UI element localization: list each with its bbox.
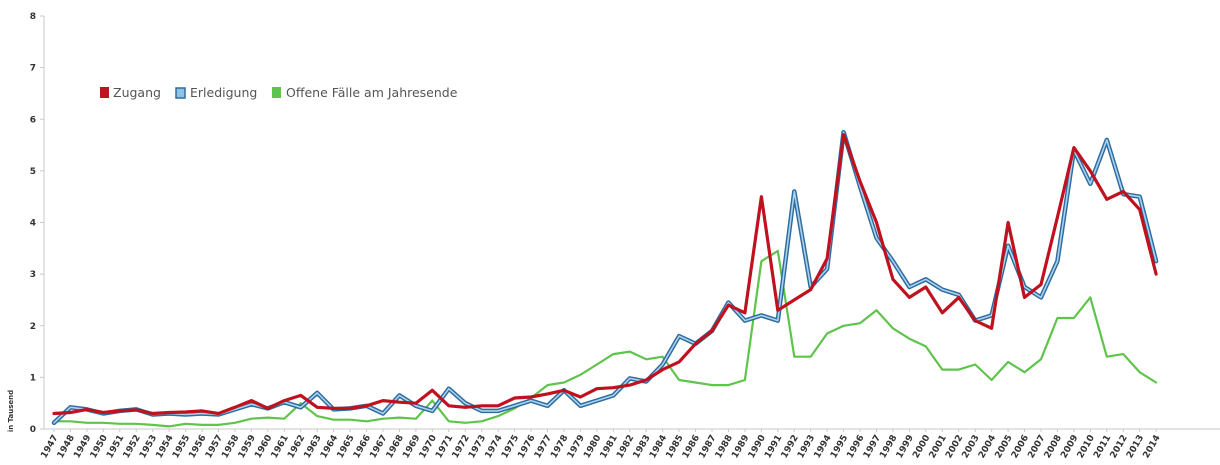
y-tick-label: 3 (30, 270, 36, 280)
y-ticks: 0 1 2 3 4 5 6 7 8 (30, 12, 44, 435)
y-axis-label: in Tausend (7, 390, 15, 432)
legend-swatch-zugang (100, 87, 109, 98)
y-tick-label: 7 (30, 64, 36, 74)
y-tick-label: 2 (30, 322, 36, 332)
x-tick-label: 2014 (1142, 434, 1163, 461)
y-tick-label: 5 (30, 167, 36, 177)
y-tick-label: 6 (30, 115, 36, 125)
x-ticks: 1947194819491950195119521953195419551956… (39, 429, 1163, 461)
series-line-offene-faelle (52, 249, 1158, 428)
legend: Zugang Erledigung Offene Fälle am Jahres… (100, 85, 458, 100)
legend-swatch-offene-faelle (272, 87, 281, 98)
legend-label-offene-faelle: Offene Fälle am Jahresende (286, 85, 458, 100)
legend-label-zugang: Zugang (113, 85, 161, 100)
legend-label-erledigung: Erledigung (190, 85, 257, 100)
y-tick-label: 4 (30, 219, 36, 229)
y-tick-label: 1 (30, 373, 36, 383)
series (51, 129, 1159, 428)
legend-swatch-erledigung (175, 87, 186, 99)
y-tick-label: 8 (30, 12, 36, 22)
y-tick-label: 0 (30, 425, 36, 435)
series-line-zugang (52, 133, 1158, 416)
axes: in Tausend (7, 16, 1220, 432)
